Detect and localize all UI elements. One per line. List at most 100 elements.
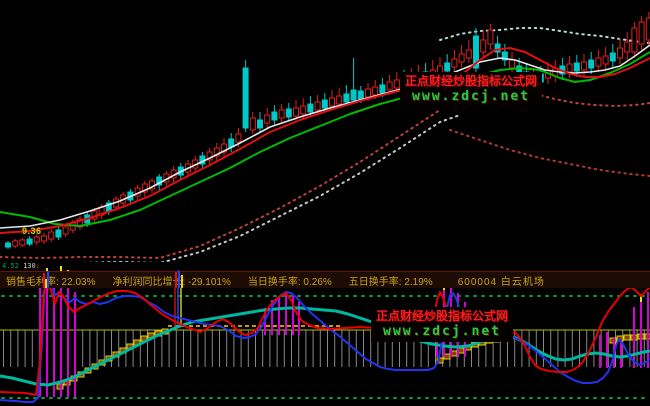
price-label: 9.36 — [22, 226, 42, 236]
candle-body — [581, 61, 587, 71]
candle-body — [624, 41, 631, 53]
flat-tick — [287, 325, 291, 327]
candle-body — [278, 109, 285, 119]
candle-body — [444, 62, 451, 72]
watermark-url: www.zdcj.net — [383, 324, 501, 339]
candle-body — [206, 151, 213, 161]
stock-code-name: 600004 白云机场 — [457, 276, 545, 288]
spike-poke — [175, 272, 177, 288]
ma-green — [0, 51, 650, 227]
candle-body — [473, 35, 479, 69]
flat-tick — [273, 325, 277, 327]
spike-poke — [178, 271, 180, 288]
candle-body — [386, 81, 393, 91]
candle-body — [257, 119, 263, 129]
dea-cyan — [0, 306, 650, 387]
flat-tick — [315, 325, 319, 327]
flat-tick — [266, 325, 270, 327]
candle-body — [141, 183, 148, 193]
flat-tick — [168, 325, 172, 327]
spike-poke — [181, 275, 183, 288]
candle-body — [249, 117, 256, 131]
candle-body — [293, 107, 299, 117]
flat-tick — [238, 325, 242, 327]
flat-tick — [252, 325, 256, 327]
indicator-label-part: 4.52 — [2, 262, 19, 270]
candle-body — [55, 229, 62, 238]
candle-body — [379, 84, 386, 94]
gross-margin-stat: 销售毛利率: 22.03% — [6, 276, 96, 288]
candle-body — [357, 90, 364, 100]
candle-body — [566, 63, 573, 73]
candle-body — [336, 95, 343, 105]
watermark-top: 正点财经炒股指标公式网 www.zdcj.net — [400, 72, 543, 107]
band-white-low-left — [0, 114, 461, 262]
candle-body — [213, 147, 220, 157]
candle-body — [33, 236, 40, 243]
spike-poke — [47, 271, 49, 288]
candle-body — [458, 53, 465, 63]
candle-body — [451, 58, 458, 68]
profit-growth-stat: 净利润同比增长: -29.101% — [112, 276, 231, 288]
candle-body — [494, 43, 501, 53]
indicator-label-part: ↓ — [35, 262, 40, 270]
five-day-turnover-stat: 五日换手率: 2.19% — [348, 276, 433, 288]
candle-body — [645, 17, 650, 41]
candle-body — [343, 93, 350, 103]
flat-tick — [322, 325, 326, 327]
candle-body — [350, 89, 357, 101]
candle-body — [365, 88, 371, 98]
candle-body — [321, 99, 328, 109]
flat-tick — [301, 325, 305, 327]
candle-body — [480, 39, 487, 53]
candle-body — [62, 226, 69, 235]
flat-tick — [336, 325, 340, 327]
flat-tick — [203, 325, 207, 327]
ladder-box — [623, 334, 631, 341]
flat-tick — [196, 325, 200, 327]
candle-body — [638, 21, 645, 45]
candle-body — [307, 103, 314, 113]
candle-body — [235, 133, 242, 143]
candle-body — [5, 242, 11, 248]
candle-body — [372, 86, 379, 96]
flat-tick — [189, 325, 193, 327]
watermark-title: 正点财经炒股指标公式网 — [405, 74, 538, 88]
daily-turnover-stat: 当日换手率: 0.26% — [247, 276, 332, 288]
indicator-label-part: 130 — [18, 262, 36, 270]
watermark-title: 正点财经炒股指标公式网 — [376, 309, 509, 323]
candle-body — [271, 111, 278, 121]
fundamentals-status-bar: 销售毛利率: 22.03% 净利润同比增长: -29.101% 当日换手率: 0… — [0, 271, 650, 288]
candle-body — [609, 52, 616, 62]
main-price-chart[interactable] — [0, 0, 650, 262]
band-pink-low-left — [0, 109, 441, 259]
flat-tick — [280, 325, 284, 327]
candle-body — [588, 59, 595, 69]
diff-blue — [0, 271, 650, 403]
candle-body — [595, 57, 602, 67]
candle-body — [221, 143, 227, 153]
indicator-values-label: 4.52 130↓ — [2, 262, 40, 270]
candle-body — [393, 79, 400, 89]
candle-body — [48, 231, 55, 240]
candle-body — [509, 59, 515, 69]
macd-red — [0, 284, 650, 396]
candle-body — [501, 51, 508, 61]
candle-body — [631, 27, 638, 53]
ladder-box — [436, 357, 444, 364]
indicator-panel-chart[interactable] — [0, 262, 650, 406]
candle-body — [12, 240, 19, 247]
flat-tick — [224, 325, 228, 327]
candle-body — [26, 238, 33, 245]
flat-tick — [245, 325, 249, 327]
band-cyan-top-right — [439, 27, 650, 44]
watermark-bottom: 正点财经炒股指标公式网 www.zdcj.net — [371, 307, 514, 342]
candle-body — [602, 55, 609, 65]
candle-body — [300, 105, 307, 115]
band-pink-low-right — [449, 129, 650, 177]
candle-body — [329, 97, 335, 107]
spike-poke — [43, 273, 45, 288]
watermark-url: www.zdcj.net — [412, 89, 530, 104]
candle-body — [573, 62, 580, 72]
